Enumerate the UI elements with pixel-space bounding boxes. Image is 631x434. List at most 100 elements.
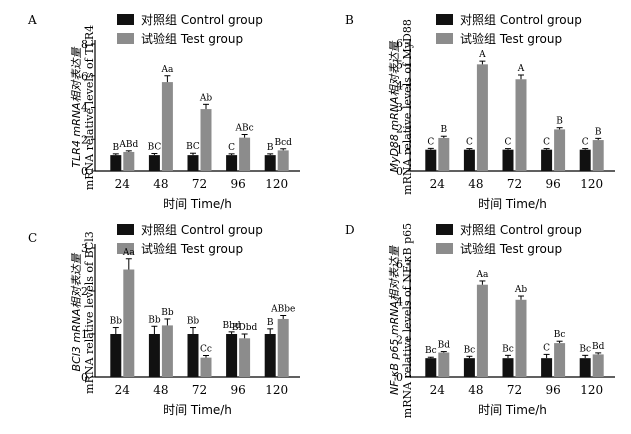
- bar-test: [592, 140, 604, 171]
- bar-test: [515, 299, 527, 377]
- bar-test: [515, 79, 527, 171]
- legend-label-control: 对照组 Control group: [460, 13, 582, 27]
- legend-swatch-test: [117, 243, 134, 254]
- bar-test: [200, 357, 212, 377]
- bar-control: [226, 334, 238, 377]
- significance-label: B: [267, 143, 274, 153]
- legend-swatch-control: [436, 14, 453, 25]
- significance-label: B: [267, 318, 274, 328]
- bar-test: [239, 137, 251, 171]
- bar-control: [579, 358, 591, 377]
- bar-test: [438, 137, 450, 171]
- bar-test: [123, 269, 135, 377]
- bar-control: [226, 155, 238, 171]
- y-tick-label: 3: [396, 101, 403, 114]
- bar-test: [239, 338, 251, 377]
- x-axis-title: 时间 Time/h: [478, 403, 547, 417]
- bar-control: [579, 149, 591, 171]
- bar-test: [438, 352, 450, 377]
- y-axis-title-en: mRNA relative levels of MyD88: [401, 19, 414, 195]
- legend-label-test: 试验组 Test group: [141, 31, 243, 46]
- y-tick-label: 8: [81, 38, 88, 51]
- significance-label: C: [543, 138, 550, 148]
- bar-control: [110, 334, 122, 377]
- significance-label: Bb: [110, 317, 123, 327]
- legend: 对照组 Control group 试验组 Test group: [117, 223, 263, 256]
- y-tick-label: 0: [81, 371, 88, 384]
- legend: 对照组 Control group 试验组 Test group: [436, 223, 582, 256]
- x-tick-label: 120: [580, 177, 603, 191]
- bar-test: [161, 325, 173, 377]
- bar-control: [425, 149, 437, 171]
- significance-label: B: [556, 117, 563, 127]
- bar-test: [277, 150, 289, 171]
- bar-test: [161, 82, 173, 171]
- x-tick-label: 48: [153, 383, 168, 397]
- y-tick-label: 1: [396, 144, 403, 157]
- significance-label: Bbd: [223, 321, 241, 331]
- y-tick-label: 2: [396, 122, 403, 135]
- bar-control: [187, 155, 199, 171]
- x-tick-label: 24: [430, 177, 446, 191]
- significance-label: A: [517, 64, 525, 74]
- y-tick-label: 0: [396, 165, 403, 178]
- legend-swatch-test: [436, 33, 453, 44]
- significance-label: Bc: [464, 345, 476, 355]
- panel-c: C 对照组 Control group 试验组 Test group 0 1 2 3 Bb Aa…: [28, 223, 300, 417]
- bar-control: [502, 358, 514, 377]
- significance-label: BC: [186, 142, 200, 152]
- significance-label: Aa: [475, 270, 488, 280]
- x-tick-label: 48: [153, 177, 168, 191]
- x-tick-label: 120: [580, 383, 603, 397]
- bar-test: [476, 284, 488, 377]
- x-tick-label: 120: [265, 383, 288, 397]
- panel-letter: C: [28, 231, 37, 245]
- panel-letter: D: [345, 223, 355, 237]
- legend-swatch-test: [117, 33, 134, 44]
- bar-control: [110, 155, 122, 171]
- legend: 对照组 Control group 试验组 Test group: [436, 13, 582, 46]
- y-axis-title-cn: MyD88 mRNA相对表达量: [388, 40, 401, 172]
- bar-control: [187, 334, 199, 377]
- panel-b: B 对照组 Control group 试验组 Test group 0 1 2 3 4 5 6 C…: [345, 13, 615, 211]
- bar-test: [277, 318, 289, 377]
- x-tick-label: 48: [468, 177, 483, 191]
- legend-label-control: 对照组 Control group: [460, 223, 582, 237]
- bar-test: [592, 354, 604, 377]
- y-axis-title-en: mRNA relative levels of NF-κB p65: [401, 223, 414, 418]
- x-tick-label: 120: [265, 177, 288, 191]
- significance-label: Ab: [514, 285, 527, 295]
- significance-label: B: [440, 125, 447, 135]
- significance-label: Bc: [579, 344, 591, 354]
- significance-label: ABd: [118, 140, 138, 150]
- significance-label: Bb: [161, 308, 174, 318]
- significance-label: Cc: [200, 345, 212, 355]
- bar-control: [463, 358, 475, 377]
- y-tick-label: 0: [81, 165, 88, 178]
- x-tick-label: 96: [230, 383, 245, 397]
- x-tick-label: 72: [507, 177, 522, 191]
- y-tick-label: 2: [81, 133, 88, 146]
- significance-label: B: [112, 143, 119, 153]
- significance-label: C: [505, 138, 512, 148]
- legend: 对照组 Control group 试验组 Test group: [117, 13, 263, 46]
- legend-label-test: 试验组 Test group: [460, 31, 562, 46]
- significance-label: C: [427, 137, 434, 147]
- significance-label: C: [543, 343, 550, 353]
- y-tick-label: 4: [396, 296, 403, 309]
- bar-test: [554, 343, 566, 377]
- x-axis-title: 时间 Time/h: [163, 197, 232, 211]
- significance-label: B: [595, 127, 602, 137]
- significance-label: C: [582, 138, 589, 148]
- significance-label: Aa: [122, 248, 135, 258]
- x-tick-label: 24: [115, 177, 131, 191]
- legend-swatch-control: [117, 224, 134, 235]
- significance-label: C: [466, 138, 473, 148]
- y-axis-title-cn: BCl3 mRNA相对表达量: [70, 253, 83, 372]
- y-tick-label: 4: [81, 102, 88, 115]
- significance-label: ABc: [235, 123, 254, 133]
- bar-test: [476, 64, 488, 171]
- x-axis-title: 时间 Time/h: [478, 197, 547, 211]
